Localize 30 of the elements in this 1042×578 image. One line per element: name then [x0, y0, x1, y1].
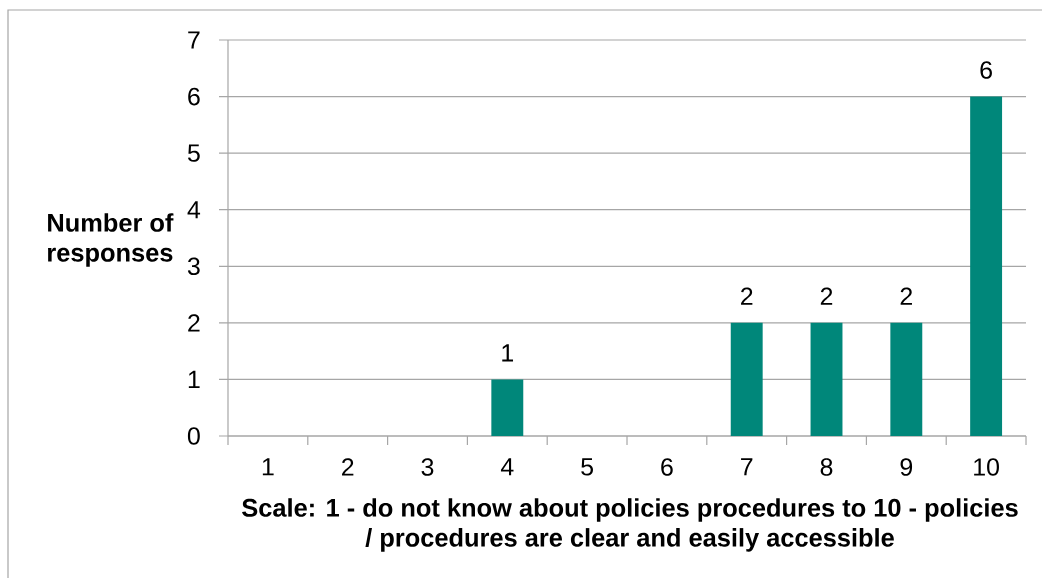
- data-label: 2: [900, 287, 912, 305]
- data-label: 2: [820, 287, 833, 305]
- y-tick-label: 1: [188, 370, 200, 388]
- x-tick-label: 9: [900, 458, 913, 476]
- bar: [890, 322, 923, 436]
- data-label: 2: [741, 287, 753, 305]
- x-axis-title: Scale: 1 - do not know about policies procedures to 10 - policies / procedures are clear and easily accessible: [242, 498, 1018, 552]
- x-tick-label: 6: [661, 458, 673, 476]
- data-label: 6: [980, 61, 992, 79]
- x-tick-label: 1: [262, 458, 274, 476]
- data-label: 1: [502, 344, 514, 362]
- x-tick-label: 3: [421, 458, 434, 476]
- y-tick-label: 0: [187, 427, 200, 445]
- y-tick-label: 3: [187, 257, 200, 276]
- y-tick-label: 6: [188, 87, 200, 106]
- bar: [491, 379, 524, 436]
- x-tick-label: 5: [581, 458, 593, 476]
- x-tick-label: 7: [741, 458, 753, 476]
- x-tick-label: 8: [820, 458, 833, 476]
- y-tick-label: 7: [188, 31, 200, 49]
- y-axis-title: Number of responses: [48, 213, 174, 267]
- y-tick-label: 2: [188, 314, 200, 332]
- bar: [810, 322, 843, 436]
- y-tick-label: 5: [187, 144, 200, 162]
- bar: [970, 96, 1003, 436]
- y-tick-label: 4: [187, 201, 201, 219]
- bar: [730, 322, 763, 436]
- x-tick-label: 10: [974, 458, 999, 476]
- x-tick-label: 4: [500, 458, 514, 476]
- x-tick-label: 2: [342, 458, 354, 476]
